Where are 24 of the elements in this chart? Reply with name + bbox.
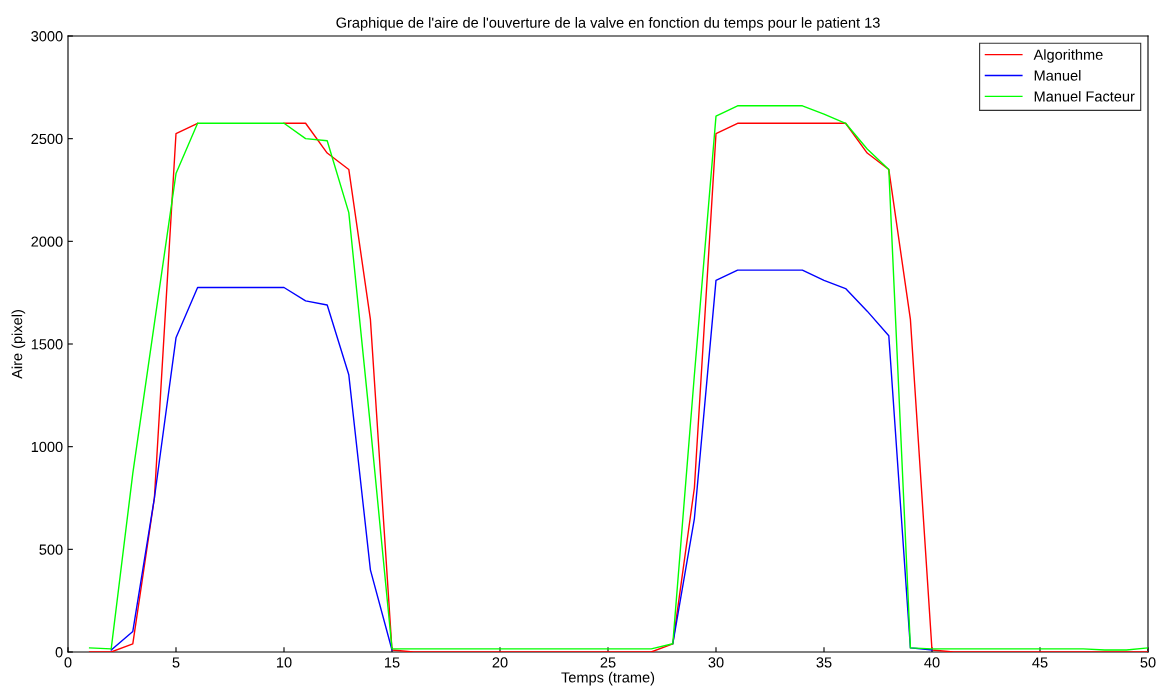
legend-label: Manuel [1034,70,1081,81]
x-tick-label: 30 [708,657,724,668]
x-tick-label: 40 [924,657,940,668]
x-tick-label: 10 [277,657,292,668]
y-axis-title: Aire (pixel) [11,310,26,379]
legend-label: Manuel Facteur [1034,90,1135,102]
legend-label: Algorithme [1033,49,1103,63]
y-tick-label: 2000 [31,236,63,247]
x-tick-label: 20 [492,657,508,668]
y-tick-label: 1000 [31,441,63,453]
x-tick-label: 35 [816,657,832,668]
x-tick-label: 50 [1140,657,1156,668]
y-tick-label: 0 [55,647,63,658]
x-axis-title: Temps (trame) [561,671,655,686]
y-tick-label: 1500 [31,339,63,350]
x-tick-label: 25 [600,657,616,668]
x-tick-label: 15 [385,657,400,668]
y-tick-label: 3000 [31,31,63,42]
chart-title: Graphique de l'aire de l'ouverture de la valve en fonction du temps pour le patient 13 [336,17,880,31]
y-tick-label: 500 [39,544,63,555]
x-tick-label: 0 [64,657,72,668]
y-tick-label: 2500 [31,133,63,145]
x-tick-label: 45 [1032,657,1048,668]
x-tick-label: 5 [172,657,180,668]
